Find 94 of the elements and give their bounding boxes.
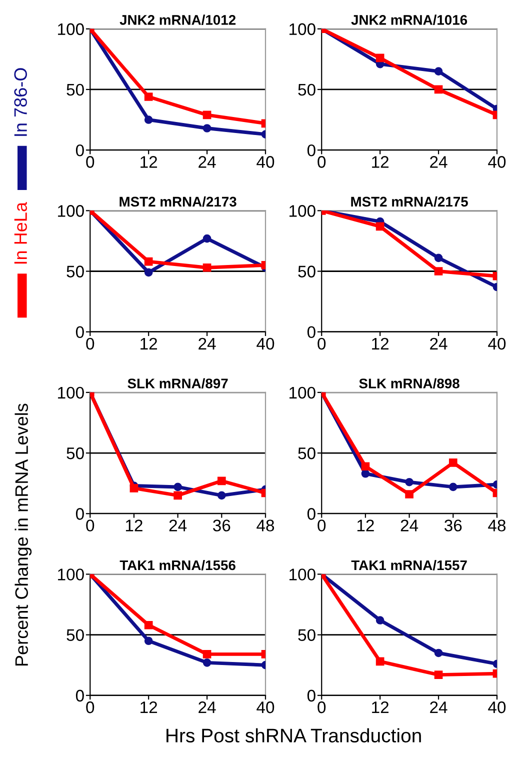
point — [202, 124, 212, 132]
point — [405, 478, 414, 486]
y-tick-label: 0 — [76, 144, 84, 156]
point — [144, 116, 153, 124]
y-tick-label: 0 — [307, 508, 316, 520]
y-tick-label: 50 — [298, 447, 316, 460]
x-tick-label: 36 — [213, 520, 230, 532]
y-tick-label: 0 — [76, 508, 84, 520]
x-tick-label: 0 — [318, 520, 326, 532]
point — [202, 658, 212, 667]
chart-title: MST2 mRNA/2175 — [351, 196, 468, 207]
y-tick-label: 100 — [58, 205, 84, 217]
x-tick-label: 12 — [372, 338, 388, 350]
x-tick-label: 40 — [256, 156, 274, 168]
point — [376, 616, 384, 624]
y-tick-label: 0 — [76, 326, 84, 338]
point — [361, 462, 370, 471]
chart-title: SLK mRNA/898 — [359, 378, 460, 389]
x-tick-label: 12 — [372, 156, 388, 168]
x-tick-label: 24 — [198, 701, 216, 714]
y-tick-label: 50 — [66, 629, 84, 642]
point — [376, 222, 384, 231]
x-tick-label: 0 — [86, 520, 94, 532]
y-tick-label: 50 — [298, 266, 316, 278]
y-axis-title: Percent Change in mRNA Levels — [14, 404, 32, 666]
chart-title: JNK2 mRNA/1016 — [351, 14, 468, 25]
chart-title: MST2 mRNA/2173 — [120, 196, 236, 207]
x-tick-label: 24 — [169, 520, 187, 532]
chart-title: TAK1 mRNA/1556 — [120, 560, 236, 570]
x-tick-label: 48 — [256, 520, 274, 532]
point — [202, 234, 212, 243]
x-tick-label: 12 — [357, 520, 374, 532]
point — [448, 482, 458, 492]
point — [405, 490, 414, 498]
y-tick-label: 100 — [290, 205, 316, 217]
x-tick-label: 24 — [430, 701, 448, 714]
x-tick-label: 40 — [488, 338, 506, 350]
y-tick-label: 100 — [290, 23, 316, 36]
y-tick-label: 50 — [66, 84, 84, 96]
point — [174, 482, 182, 492]
text: In HeLa — [14, 202, 27, 264]
x-tick-label: 40 — [488, 156, 506, 168]
x-tick-label: 24 — [430, 338, 448, 350]
point — [434, 85, 443, 94]
chart-title: TAK1 mRNA/1557 — [351, 560, 467, 570]
x-tick-label: 0 — [86, 338, 94, 350]
y-tick-label: 0 — [307, 326, 316, 338]
point — [174, 491, 182, 500]
y-tick-label: 100 — [290, 386, 316, 399]
x-tick-label: 0 — [318, 701, 326, 714]
point — [144, 636, 153, 646]
x-tick-label: 24 — [400, 520, 418, 532]
point — [217, 476, 226, 486]
chart-title: JNK2 mRNA/1012 — [120, 14, 236, 25]
point — [130, 484, 138, 492]
y-tick-label: 100 — [290, 568, 316, 580]
x-tick-label: 12 — [372, 701, 388, 714]
x-tick-label: 36 — [444, 520, 462, 532]
point — [434, 67, 443, 76]
point — [448, 458, 458, 467]
x-tick-label: 40 — [488, 701, 506, 714]
point — [434, 267, 443, 276]
x-tick-label: 12 — [126, 520, 142, 532]
y-tick-label: 100 — [58, 23, 84, 36]
point — [144, 268, 153, 277]
x-tick-label: 24 — [430, 156, 448, 168]
y-tick-label: 50 — [298, 629, 316, 642]
y-tick-label: 50 — [298, 84, 316, 96]
x-tick-label: 12 — [140, 338, 158, 350]
text: In 786-O — [14, 68, 27, 136]
chart-title: SLK mRNA/897 — [128, 378, 228, 389]
y-tick-label: 100 — [58, 386, 84, 399]
x-tick-label: 0 — [86, 156, 94, 168]
point — [376, 54, 384, 62]
x-tick-label: 0 — [318, 338, 326, 350]
x-tick-label: 24 — [198, 338, 216, 350]
y-tick-label: 50 — [66, 266, 84, 278]
y-tick-label: 0 — [76, 690, 84, 702]
y-tick-label: 100 — [58, 568, 84, 580]
x-tick-label: 40 — [256, 701, 274, 714]
x-tick-label: 0 — [86, 701, 94, 714]
x-tick-label: 0 — [318, 156, 326, 168]
x-tick-label: 40 — [256, 338, 274, 350]
x-tick-label: 12 — [140, 156, 158, 168]
x-axis-title: Hrs Post shRNA Transduction — [166, 728, 421, 742]
x-tick-label: 12 — [140, 701, 158, 714]
x-tick-label: 24 — [198, 156, 216, 168]
y-tick-label: 0 — [307, 144, 316, 156]
point — [434, 648, 443, 658]
point — [434, 254, 443, 262]
point — [217, 491, 226, 500]
y-tick-label: 0 — [307, 690, 316, 702]
x-tick-label: 48 — [488, 520, 506, 532]
y-tick-label: 50 — [66, 447, 84, 460]
